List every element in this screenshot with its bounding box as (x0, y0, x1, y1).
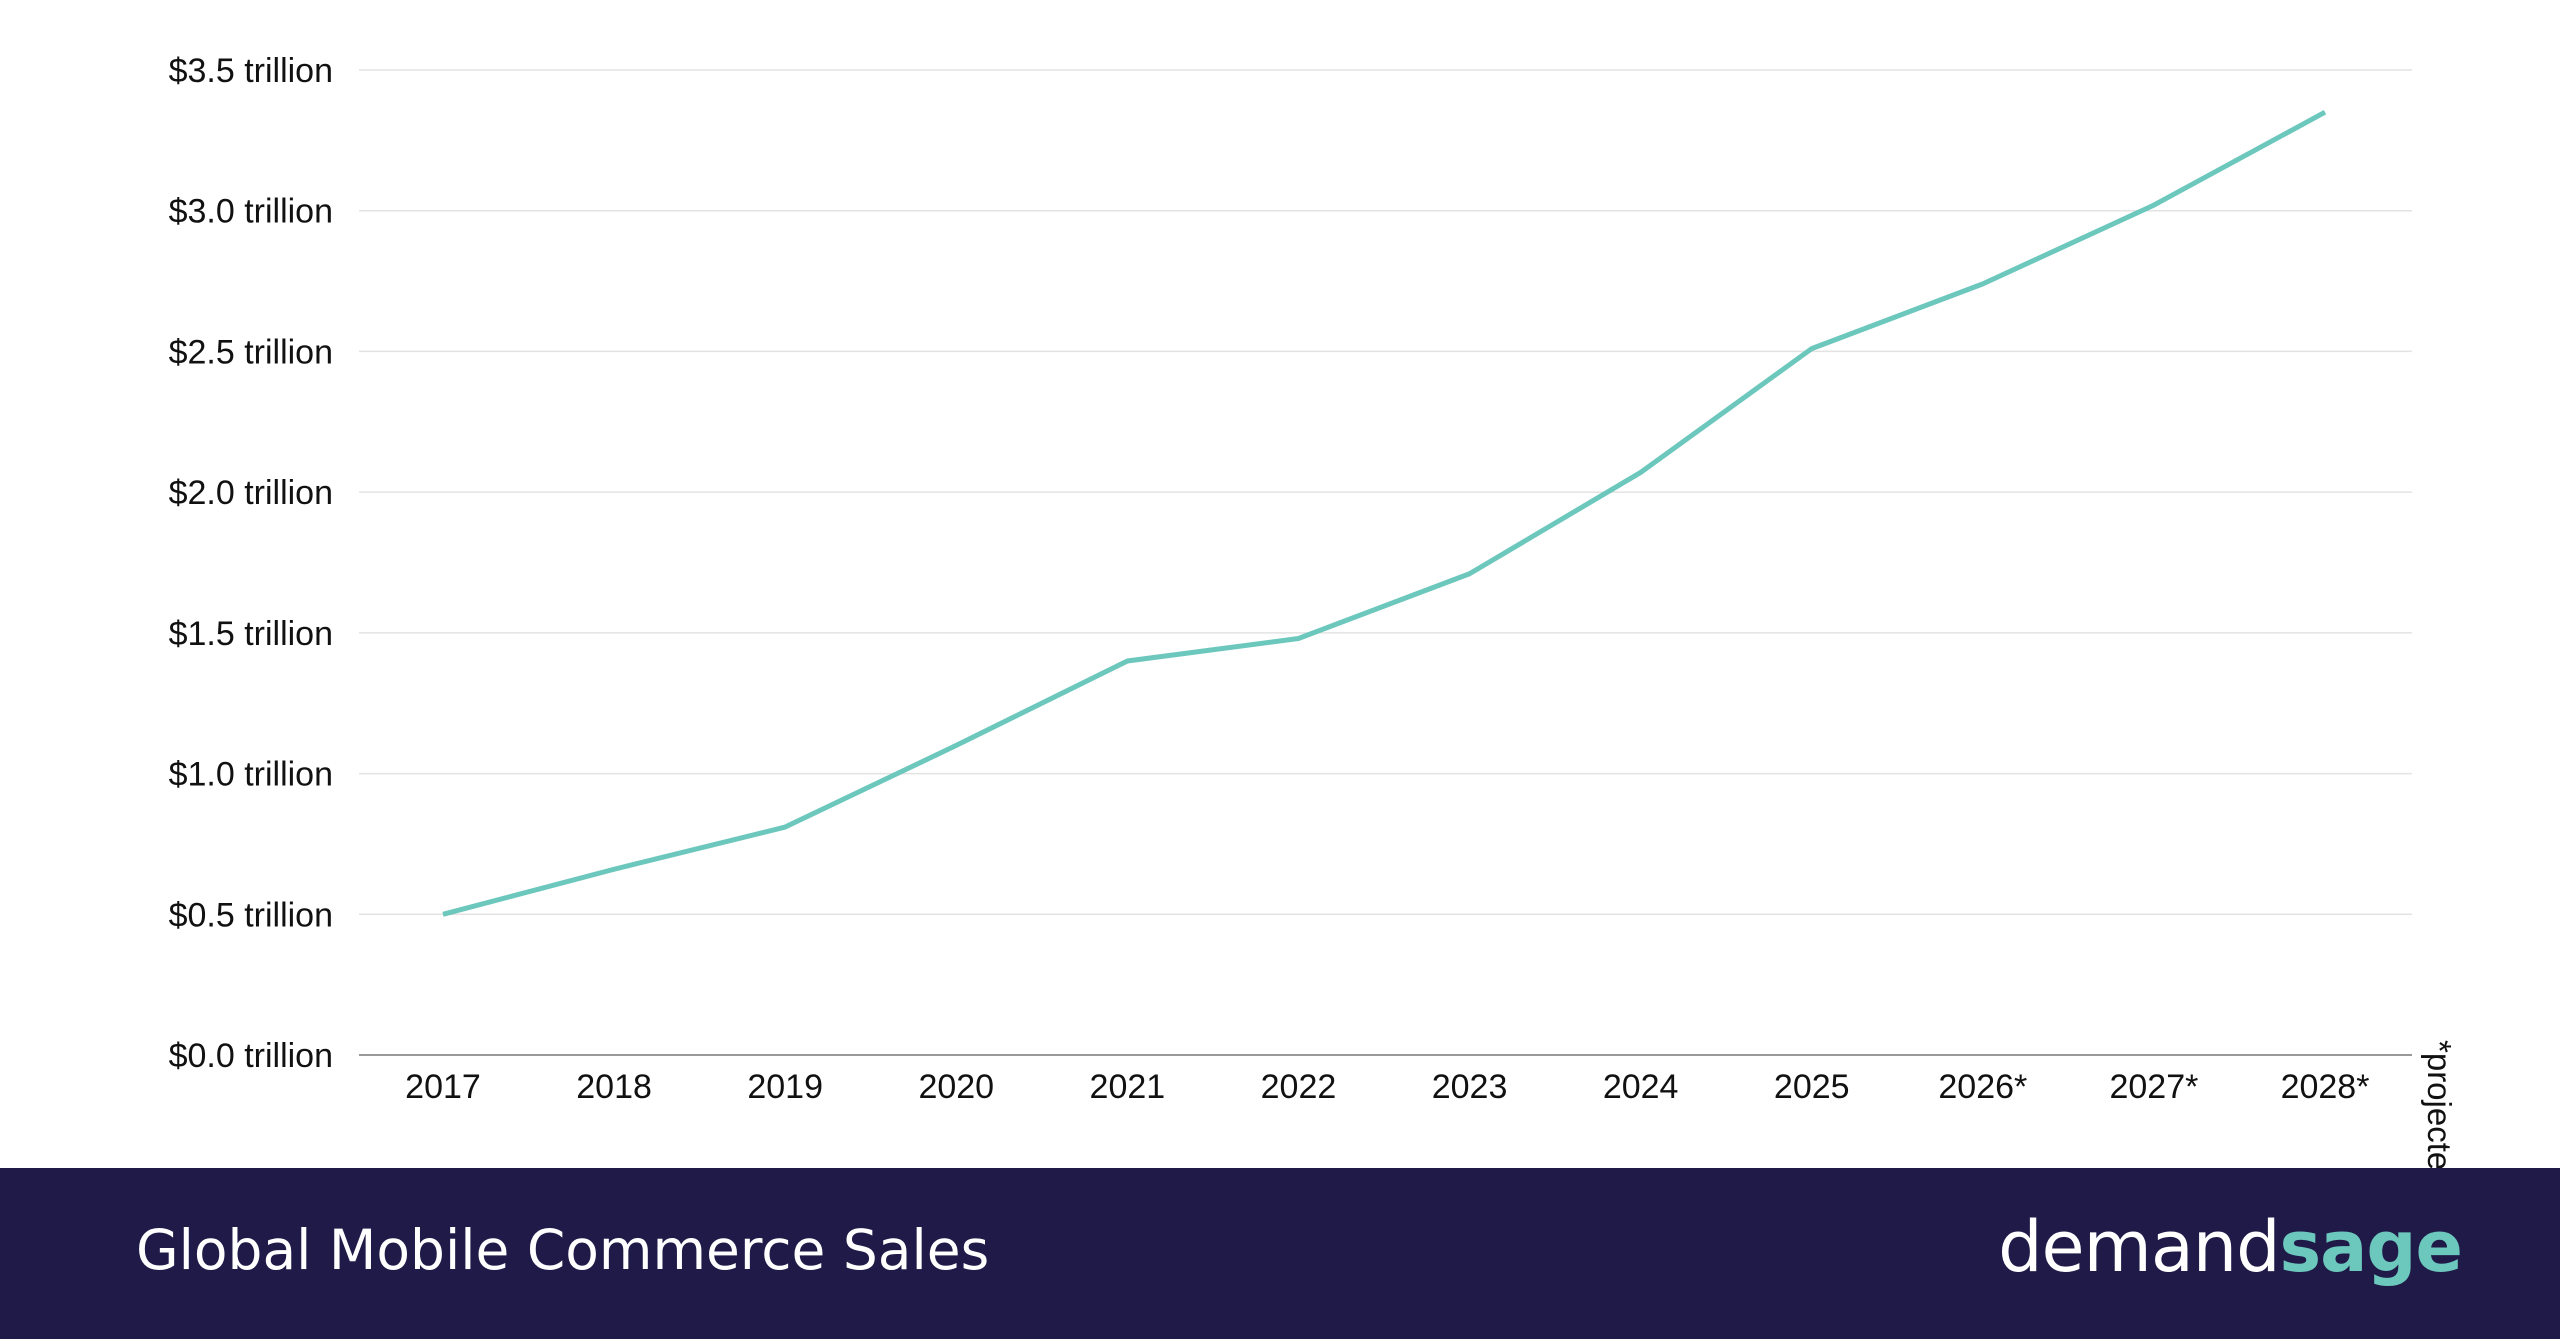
x-tick-label: 2025 (1774, 1068, 1850, 1106)
y-tick-label: $0.5 trillion (169, 896, 333, 934)
y-tick-label: $0.0 trillion (169, 1037, 333, 1075)
series-line (442, 110, 2327, 917)
footer-banner: Global Mobile Commerce Sales demandsage (0, 1168, 2560, 1339)
x-tick-label: 2018 (576, 1068, 652, 1106)
line-chart: $0.0 trillion $0.5 trillion $1.0 trillion $… (169, 52, 2412, 1106)
y-tick-label: $1.5 trillion (169, 615, 333, 653)
x-tick-label: 2021 (1090, 1068, 1166, 1106)
x-tick-label: 2026* (1938, 1068, 2027, 1106)
y-tick-label: $3.0 trillion (169, 193, 333, 231)
projected-note: *projected (2421, 1040, 2458, 1189)
x-tick-label: 2027* (2109, 1068, 2198, 1106)
y-tick-label: $2.5 trillion (169, 333, 333, 371)
chart-title: Global Mobile Commerce Sales (136, 1218, 990, 1282)
x-tick-label: 2019 (747, 1068, 823, 1106)
x-tick-label: 2028* (2281, 1068, 2370, 1106)
y-tick-label: $3.5 trillion (169, 52, 333, 90)
demandsage-logo: demandsage (1998, 1206, 2463, 1288)
y-tick-label: $1.0 trillion (169, 756, 333, 794)
x-tick-label: 2020 (918, 1068, 994, 1106)
x-tick-label: 2024 (1603, 1068, 1679, 1106)
x-tick-label: 2023 (1432, 1068, 1508, 1106)
x-tick-label: 2022 (1261, 1068, 1337, 1106)
x-tick-label: 2017 (405, 1068, 481, 1106)
y-tick-label: $2.0 trillion (169, 474, 333, 512)
